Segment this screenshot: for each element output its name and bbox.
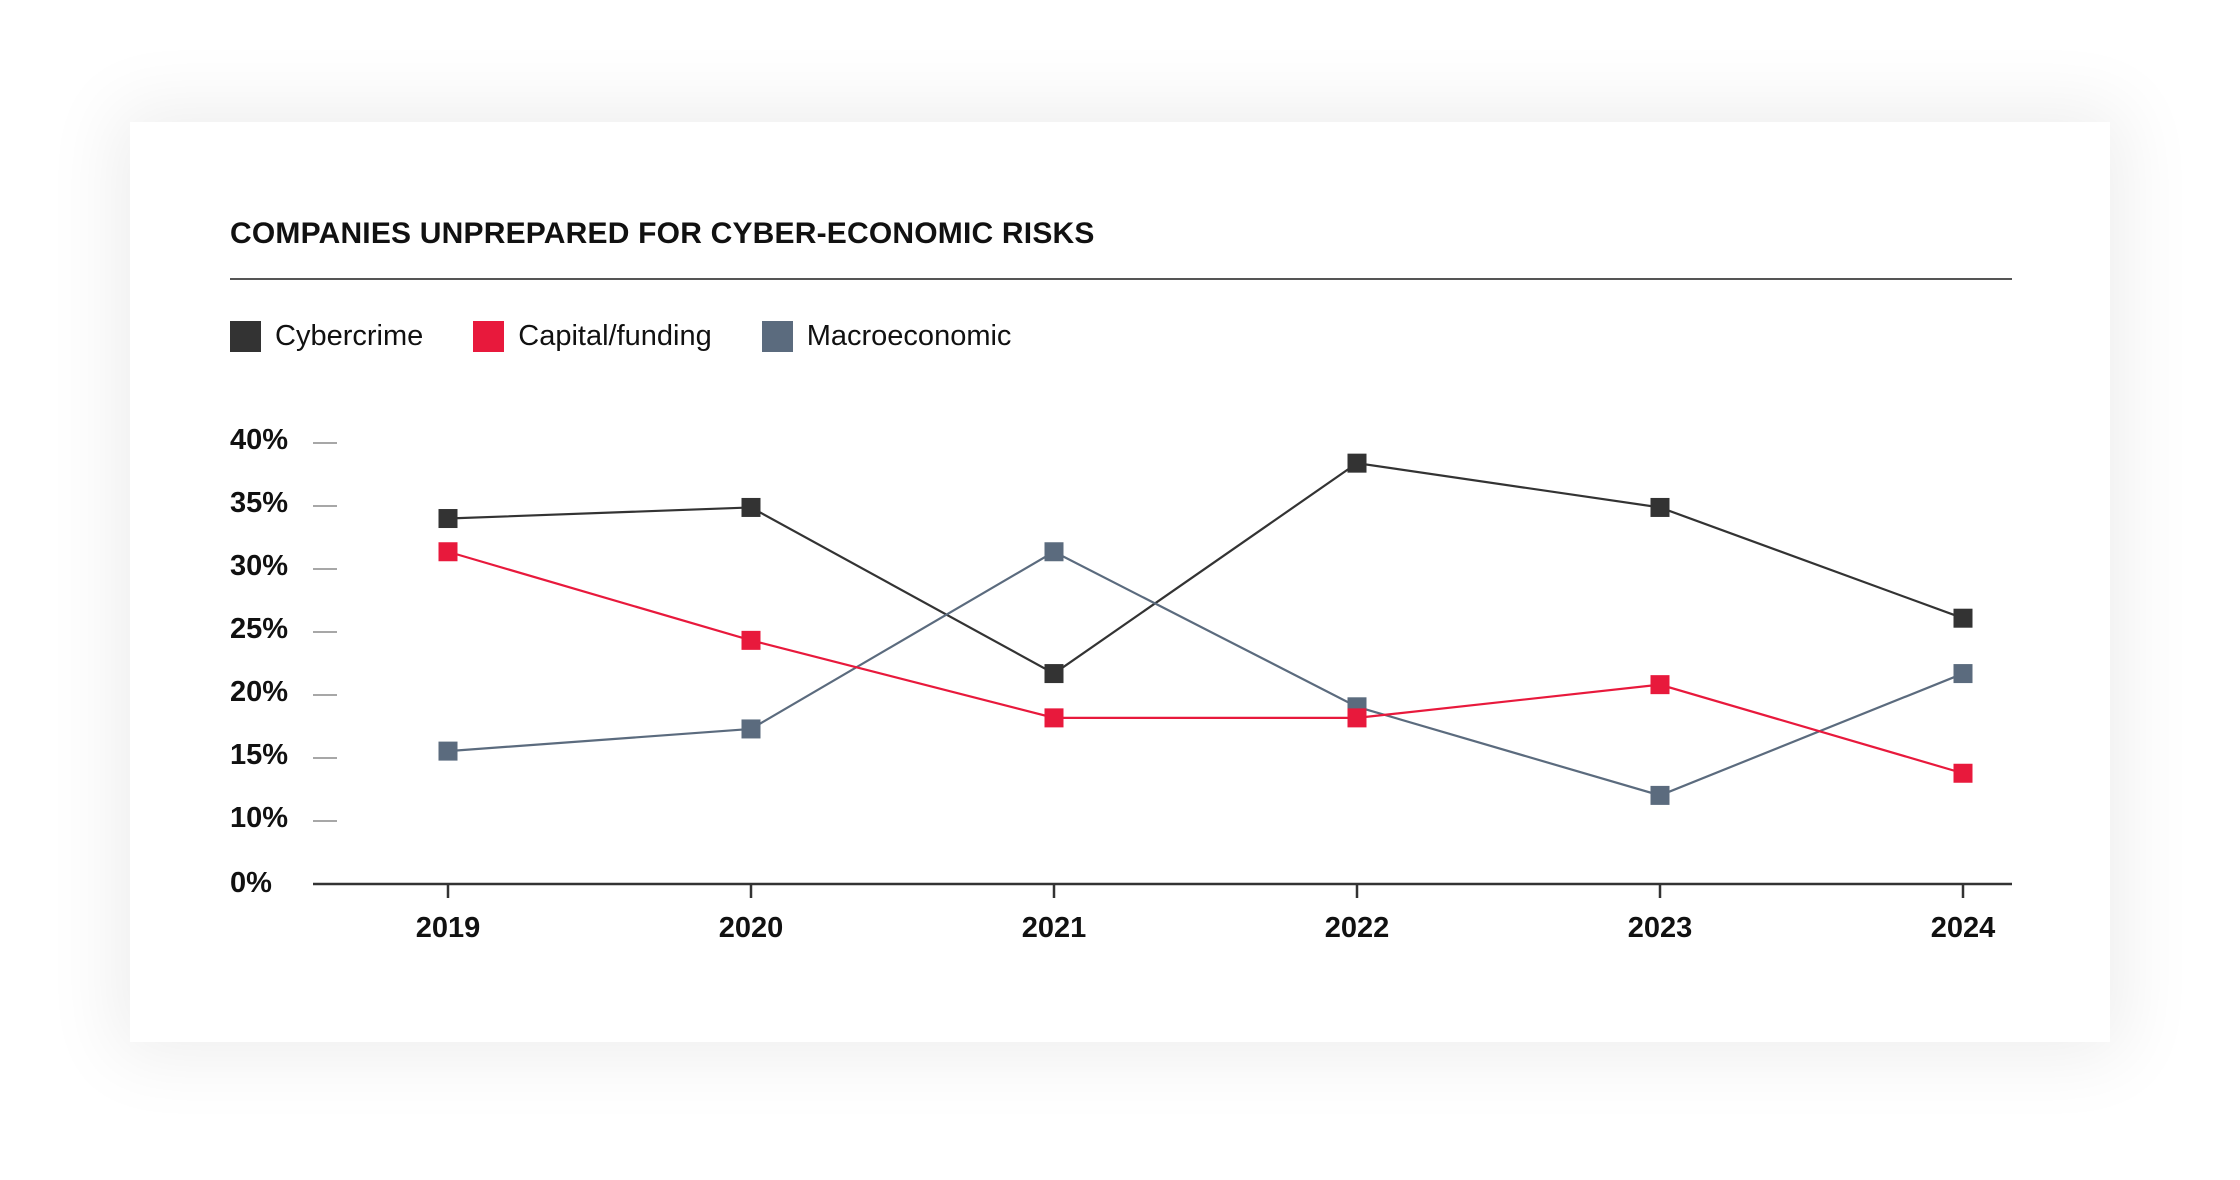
- legend-swatch-macroeconomic: [761, 321, 793, 352]
- legend-item-macroeconomic: Macroeconomic: [761, 320, 1012, 353]
- legend-label-macroeconomic: Macroeconomic: [806, 320, 1012, 352]
- x-tick-label: 2023: [1628, 912, 1693, 944]
- title-divider: [230, 278, 2012, 280]
- data-point-cybercrime: [1953, 608, 1973, 628]
- y-tick-label: 10%: [230, 802, 288, 834]
- legend-item-capital-funding: Capital/funding: [473, 320, 712, 353]
- chart-title: COMPANIES UNPREPARED FOR CYBER-ECONOMIC …: [230, 217, 1095, 250]
- x-tick-label: 2024: [1931, 912, 1996, 944]
- legend-swatch-capital-funding: [473, 321, 505, 352]
- data-point-capital-funding: [1953, 763, 1973, 783]
- legend-label-cybercrime: Cybercrime: [275, 320, 424, 352]
- data-point-macroeconomic: [438, 741, 458, 761]
- y-tick-label: 15%: [230, 739, 288, 771]
- legend-swatch-cybercrime: [230, 321, 261, 352]
- y-tick-label: 40%: [230, 424, 288, 456]
- data-point-capital-funding: [1044, 708, 1064, 728]
- y-tick-label: 35%: [230, 487, 288, 519]
- data-point-cybercrime: [438, 509, 458, 529]
- series-line-macroeconomic: [447, 550, 1964, 797]
- line-chart: 40% 35% 30% 25% 20% 15% 10% 0% 2019 2020 2021 2022 2…: [230, 424, 2012, 944]
- legend-label-capital-funding: Capital/funding: [518, 320, 712, 352]
- data-point-capital-funding: [741, 630, 761, 650]
- data-point-capital-funding: [438, 542, 458, 562]
- series-line-capital-funding: [447, 550, 1964, 775]
- y-tick-label: 30%: [230, 550, 288, 582]
- x-tick-label: 2021: [1022, 912, 1087, 944]
- y-tick-label: 20%: [230, 676, 288, 708]
- x-tick-label: 2019: [416, 912, 481, 944]
- data-point-macroeconomic: [1953, 664, 1973, 684]
- data-point-cybercrime: [1044, 664, 1064, 684]
- data-point-capital-funding: [1347, 708, 1367, 728]
- data-point-macroeconomic: [741, 719, 761, 739]
- data-point-cybercrime: [1650, 497, 1670, 517]
- data-point-cybercrime: [741, 497, 761, 517]
- y-tick-label: 25%: [230, 613, 288, 645]
- y-tick-label: 0%: [230, 867, 272, 899]
- series-line-cybercrime: [447, 461, 1964, 675]
- data-point-macroeconomic: [1044, 542, 1064, 562]
- x-tick-label: 2022: [1325, 912, 1390, 944]
- data-point-capital-funding: [1650, 675, 1670, 695]
- data-point-cybercrime: [1347, 453, 1367, 473]
- legend: Cybercrime Capital/funding Macroeconomic: [230, 320, 1061, 353]
- x-tick-label: 2020: [719, 912, 784, 944]
- legend-item-cybercrime: Cybercrime: [230, 320, 423, 353]
- chart-card: COMPANIES UNPREPARED FOR CYBER-ECONOMIC …: [130, 122, 2110, 1042]
- data-point-macroeconomic: [1650, 785, 1670, 805]
